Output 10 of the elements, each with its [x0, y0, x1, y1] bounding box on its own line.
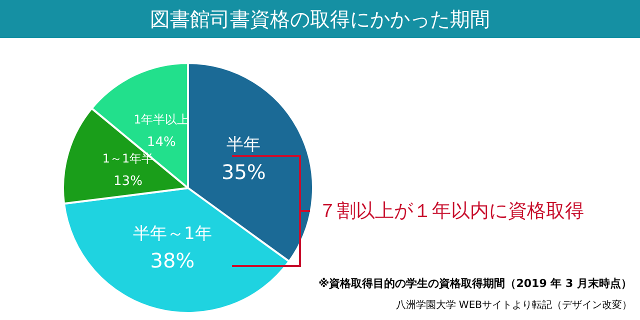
slice-label: 半年～1年 — [133, 224, 212, 244]
data-label: 38% — [150, 248, 195, 273]
data-label: 14% — [146, 134, 176, 150]
text: ※資格取得目的の学生の資格取得期間（2019 年 3 月末時点） — [318, 276, 632, 291]
text: ７割以上が１年以内に資格取得 — [318, 199, 584, 224]
data-label: 35% — [221, 160, 266, 184]
chart-title: 図書館司書資格の取得にかかった期間 — [0, 0, 640, 38]
data-label: 13% — [114, 174, 142, 189]
text: 八洲学園大学 WEBサイトより転記（デザイン改変） — [396, 298, 632, 312]
slice-label: 半年 — [226, 135, 261, 156]
